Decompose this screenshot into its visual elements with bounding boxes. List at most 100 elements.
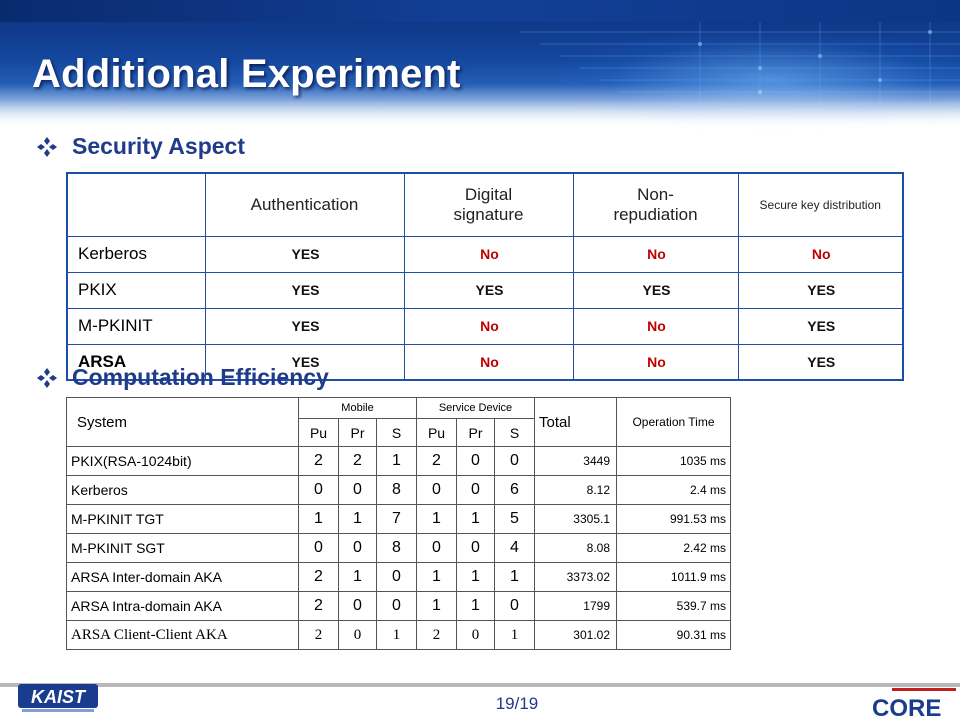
col-digital-signature-line1: Digital (464, 184, 513, 204)
section-computation-heading: Computation Efficiency (36, 364, 329, 391)
security-aspect-table: Authentication Digital signature Non- re… (66, 172, 904, 381)
core-logo-text: CORE (872, 695, 941, 718)
system-name-cell: Kerberos (66, 475, 299, 505)
count-cell: 1 (494, 620, 535, 650)
count-cell: 0 (456, 446, 495, 476)
table-cell: YES (404, 272, 574, 309)
row-label: M-PKINIT (67, 308, 206, 345)
subheader-cell: Pr (456, 418, 495, 447)
header-service-device: Service Device (416, 397, 535, 419)
system-name-cell: ARSA Intra-domain AKA (66, 591, 299, 621)
footer-divider (0, 683, 960, 687)
table-row: M-PKINIT YES No No YES (67, 308, 904, 345)
col-secure-key-distribution: Secure key distribution (738, 173, 904, 237)
security-table-header-row: Authentication Digital signature Non- re… (67, 173, 904, 237)
operation-time-cell: 2.42 ms (616, 533, 731, 563)
computation-table-body: PKIX(RSA-1024bit) 2 2 1 2 0 0 3449 1035 ms Kerber… (66, 446, 731, 650)
count-cell: 0 (338, 620, 377, 650)
header-operation-time: Operation Time (616, 397, 731, 447)
system-name-cell: ARSA Inter-domain AKA (66, 562, 299, 592)
total-cell: 3305.1 (534, 504, 617, 534)
count-cell: 2 (298, 446, 339, 476)
section-security-label: Security Aspect (72, 133, 245, 159)
count-cell: 0 (494, 446, 535, 476)
table-cell: YES (738, 308, 904, 345)
col-authentication: Authentication (205, 173, 405, 237)
count-cell: 1 (416, 504, 457, 534)
total-cell: 8.12 (534, 475, 617, 505)
col-non-repudiation-line2: repudiation (613, 204, 698, 224)
operation-time-cell: 90.31 ms (616, 620, 731, 650)
table-row: PKIX YES YES YES YES (67, 272, 904, 309)
count-cell: 0 (338, 475, 377, 505)
count-cell: 0 (298, 533, 339, 563)
count-cell: 0 (456, 533, 495, 563)
diamond-bullet-icon (37, 367, 57, 388)
kaist-logo-text: KAIST (31, 687, 87, 707)
system-name-cell: PKIX(RSA-1024bit) (66, 446, 299, 476)
count-cell: 1 (456, 504, 495, 534)
section-computation-label: Computation Efficiency (72, 364, 329, 390)
count-cell: 0 (298, 475, 339, 505)
subheader-cell: Pu (298, 418, 339, 447)
count-cell: 0 (338, 591, 377, 621)
count-cell: 8 (376, 475, 417, 505)
table-cell: YES (205, 272, 405, 309)
count-cell: 0 (338, 533, 377, 563)
count-cell: 1 (298, 504, 339, 534)
table-cell: No (573, 236, 739, 273)
count-cell: 1 (338, 504, 377, 534)
table-row: PKIX(RSA-1024bit) 2 2 1 2 0 0 3449 1035 ms (66, 446, 731, 476)
count-cell: 0 (494, 591, 535, 621)
col-digital-signature-line2: signature (453, 204, 524, 224)
count-cell: 2 (338, 446, 377, 476)
system-name-cell: M-PKINIT SGT (66, 533, 299, 563)
table-cell: YES (738, 344, 904, 381)
count-cell: 2 (298, 591, 339, 621)
operation-time-cell: 1011.9 ms (616, 562, 731, 592)
page-number: 19/19 (495, 694, 539, 713)
subheader-cell: S (494, 418, 535, 447)
header-banner: Additional Experiment (0, 0, 960, 132)
count-cell: 2 (298, 620, 339, 650)
banner-fade (0, 84, 960, 132)
count-cell: 1 (494, 562, 535, 592)
system-name-cell: M-PKINIT TGT (66, 504, 299, 534)
computation-header-row: System Mobile Service Device Total Opera… (66, 397, 731, 447)
table-cell: No (573, 308, 739, 345)
section-security-heading: Security Aspect (36, 133, 245, 160)
count-cell: 1 (416, 562, 457, 592)
count-cell: 0 (416, 533, 457, 563)
table-cell: No (573, 344, 739, 381)
table-row: ARSA Inter-domain AKA 2 1 0 1 1 1 3373.02 1011.9… (66, 562, 731, 592)
total-cell: 8.08 (534, 533, 617, 563)
table-cell: YES (573, 272, 739, 309)
total-cell: 3449 (534, 446, 617, 476)
diamond-bullet-icon (37, 136, 57, 157)
table-row: ARSA Intra-domain AKA 2 0 0 1 1 0 1799 539.7 ms (66, 591, 731, 621)
count-cell: 1 (338, 562, 377, 592)
col-non-repudiation-line1: Non- (637, 184, 674, 204)
computation-efficiency-table: System Mobile Service Device Total Opera… (66, 397, 731, 650)
count-cell: 2 (416, 620, 457, 650)
count-cell: 0 (376, 562, 417, 592)
operation-time-cell: 2.4 ms (616, 475, 731, 505)
total-cell: 3373.02 (534, 562, 617, 592)
table-row: Kerberos 0 0 8 0 0 6 8.12 2.4 ms (66, 475, 731, 505)
table-row: M-PKINIT SGT 0 0 8 0 0 4 8.08 2.42 ms (66, 533, 731, 563)
total-cell: 1799 (534, 591, 617, 621)
count-cell: 6 (494, 475, 535, 505)
empty-header-cell (67, 173, 206, 237)
count-cell: 0 (456, 475, 495, 505)
count-cell: 1 (416, 591, 457, 621)
operation-time-cell: 1035 ms (616, 446, 731, 476)
count-cell: 1 (456, 591, 495, 621)
count-cell: 7 (376, 504, 417, 534)
banner-top-bar (0, 0, 960, 22)
table-cell: YES (205, 236, 405, 273)
count-cell: 5 (494, 504, 535, 534)
col-digital-signature: Digital signature (404, 173, 574, 237)
table-cell: YES (738, 272, 904, 309)
core-logo: CORE (872, 688, 956, 718)
table-row: Kerberos YES No No No (67, 236, 904, 273)
